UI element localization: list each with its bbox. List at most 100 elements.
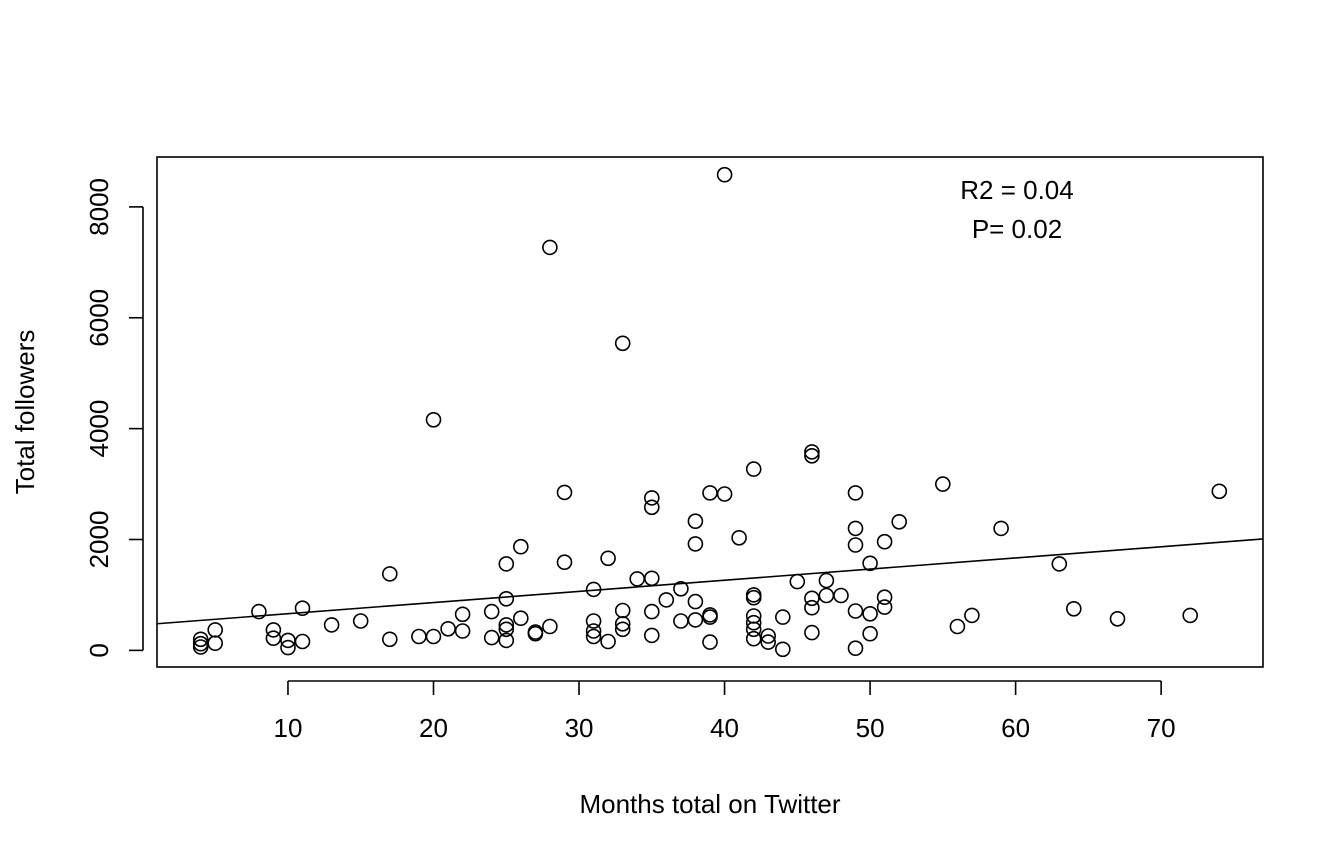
data-point xyxy=(512,610,529,627)
x-axis: 10 20 30 40 50 60 70 xyxy=(274,680,1176,743)
data-point xyxy=(934,476,951,492)
data-point xyxy=(993,520,1009,537)
data-point xyxy=(411,628,427,645)
data-point xyxy=(862,625,878,642)
data-point xyxy=(425,628,442,645)
data-point xyxy=(1182,607,1198,624)
data-point xyxy=(876,533,893,550)
data-point xyxy=(440,620,456,637)
data-point xyxy=(804,590,820,607)
data-point xyxy=(585,581,602,598)
data-point xyxy=(381,631,398,648)
data-point xyxy=(818,587,835,604)
data-point xyxy=(498,556,515,572)
plot-frame xyxy=(156,156,1264,668)
y-tick-label: 4000 xyxy=(84,400,114,458)
data-point xyxy=(833,587,849,604)
data-point xyxy=(702,607,718,623)
data-point xyxy=(658,592,675,608)
data-point xyxy=(265,630,282,647)
data-point xyxy=(527,624,544,640)
data-point xyxy=(585,613,602,629)
data-point xyxy=(556,554,573,571)
data-point xyxy=(600,633,616,650)
data-point xyxy=(745,461,762,477)
y-tick-label: 8000 xyxy=(84,178,114,236)
data-point xyxy=(498,590,515,607)
x-axis-title: Months total on Twitter xyxy=(579,789,840,819)
data-point xyxy=(818,572,835,589)
data-point xyxy=(498,632,515,649)
x-tick-label: 20 xyxy=(419,713,448,743)
data-point xyxy=(760,634,777,650)
data-point xyxy=(483,629,500,646)
data-point xyxy=(789,573,806,590)
data-point xyxy=(702,634,718,650)
data-point xyxy=(673,580,689,597)
data-point xyxy=(862,605,878,622)
data-point xyxy=(585,623,602,639)
data-point xyxy=(280,639,296,656)
data-point xyxy=(687,536,704,552)
data-point xyxy=(673,613,689,629)
data-point xyxy=(614,335,631,352)
data-point xyxy=(745,608,762,624)
data-point xyxy=(614,621,631,638)
data-point xyxy=(702,485,718,501)
data-point xyxy=(716,166,733,183)
data-point xyxy=(847,640,864,657)
data-point xyxy=(600,550,616,567)
data-point xyxy=(498,621,515,638)
data-point xyxy=(483,603,500,620)
data-point xyxy=(731,529,747,546)
data-point xyxy=(862,555,878,572)
data-point xyxy=(323,617,340,633)
data-point xyxy=(964,607,980,624)
data-point xyxy=(1109,610,1126,627)
x-tick-label: 70 xyxy=(1147,713,1176,743)
data-point xyxy=(643,603,660,620)
data-point xyxy=(614,602,631,619)
data-point xyxy=(876,599,893,615)
data-point xyxy=(847,603,864,619)
data-point xyxy=(687,593,704,610)
y-tick-label: 0 xyxy=(84,643,114,657)
data-point xyxy=(643,627,660,644)
data-point xyxy=(687,612,704,628)
y-tick-label: 6000 xyxy=(84,289,114,347)
data-point xyxy=(745,587,762,603)
data-point xyxy=(760,628,777,644)
data-point xyxy=(207,622,223,638)
data-point xyxy=(192,631,209,648)
data-point xyxy=(716,486,733,502)
data-point xyxy=(454,606,471,623)
data-point xyxy=(1051,556,1068,572)
data-point xyxy=(251,603,267,620)
fit-line-layer xyxy=(156,538,1264,625)
data-point xyxy=(949,618,966,635)
data-point xyxy=(585,628,602,645)
data-point xyxy=(207,635,223,652)
data-point xyxy=(774,609,791,625)
data-point xyxy=(847,485,864,501)
data-point xyxy=(804,624,820,641)
p-value-annotation: P= 0.02 xyxy=(972,214,1062,244)
data-point xyxy=(352,613,369,629)
data-point xyxy=(643,570,660,587)
points-layer xyxy=(192,166,1228,658)
data-point xyxy=(876,589,893,606)
data-point xyxy=(847,520,864,537)
data-point xyxy=(265,622,282,638)
data-point xyxy=(542,239,558,256)
x-tick-label: 10 xyxy=(274,713,303,743)
data-point xyxy=(454,623,471,639)
data-point xyxy=(512,538,529,555)
data-point xyxy=(643,499,660,516)
data-point xyxy=(891,513,908,530)
x-tick-label: 40 xyxy=(710,713,739,743)
data-point xyxy=(629,571,646,587)
data-point xyxy=(425,411,442,428)
data-point xyxy=(745,614,762,631)
data-point xyxy=(774,641,791,658)
